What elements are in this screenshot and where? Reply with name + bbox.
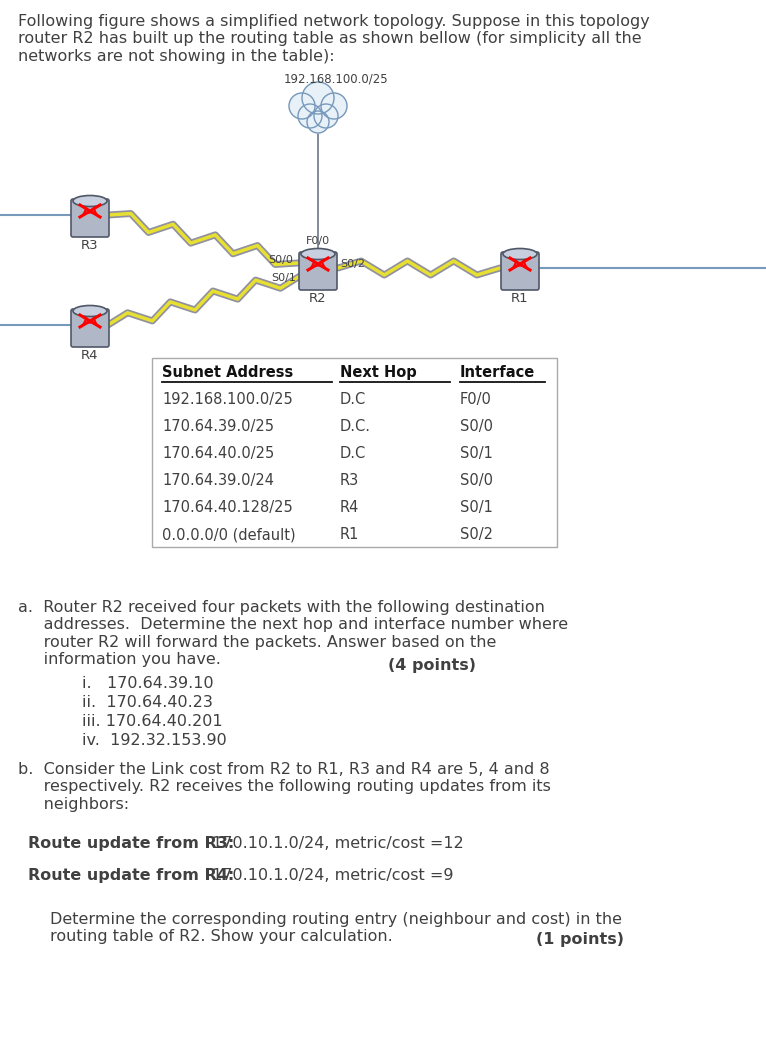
Text: S0/1: S0/1: [460, 500, 493, 516]
Text: Route update from R4:: Route update from R4:: [28, 868, 234, 883]
Text: S0/1: S0/1: [460, 447, 493, 461]
Text: 170.10.1.0/24, metric/cost =9: 170.10.1.0/24, metric/cost =9: [207, 868, 453, 883]
Text: S0/1: S0/1: [271, 273, 296, 283]
Text: R1: R1: [340, 527, 359, 542]
Text: S0/2: S0/2: [460, 527, 493, 542]
Text: F0/0: F0/0: [306, 236, 330, 246]
Text: 170.64.39.0/25: 170.64.39.0/25: [162, 419, 274, 434]
Text: S0/0: S0/0: [460, 419, 493, 434]
Circle shape: [298, 104, 322, 128]
Circle shape: [321, 93, 347, 119]
Text: ii.  170.64.40.23: ii. 170.64.40.23: [82, 695, 213, 710]
Text: R2: R2: [309, 292, 327, 305]
Ellipse shape: [503, 249, 537, 259]
Text: Subnet Address: Subnet Address: [162, 365, 293, 381]
Text: R1: R1: [511, 292, 529, 305]
Text: 170.64.40.128/25: 170.64.40.128/25: [162, 500, 293, 516]
Circle shape: [289, 93, 315, 119]
Text: 170.10.1.0/24, metric/cost =12: 170.10.1.0/24, metric/cost =12: [207, 836, 463, 851]
Circle shape: [307, 111, 329, 133]
Text: iv.  192.32.153.90: iv. 192.32.153.90: [82, 733, 227, 748]
Text: Route update from R3:: Route update from R3:: [28, 836, 234, 851]
FancyBboxPatch shape: [71, 309, 109, 347]
Circle shape: [314, 104, 338, 128]
Text: Interface: Interface: [460, 365, 535, 381]
FancyBboxPatch shape: [71, 199, 109, 237]
Text: b.  Consider the Link cost from R2 to R1, R3 and R4 are 5, 4 and 8
     respecti: b. Consider the Link cost from R2 to R1,…: [18, 761, 551, 812]
Text: a.  Router R2 received four packets with the following destination
     addresse: a. Router R2 received four packets with …: [18, 600, 568, 667]
Text: R3: R3: [340, 474, 359, 488]
Text: R4: R4: [81, 349, 99, 362]
Text: (1 points): (1 points): [536, 932, 624, 947]
Text: F0/0: F0/0: [460, 392, 492, 407]
FancyBboxPatch shape: [501, 252, 539, 290]
Text: iii. 170.64.40.201: iii. 170.64.40.201: [82, 714, 223, 729]
Text: R4: R4: [340, 500, 359, 516]
Text: 0.0.0.0/0 (default): 0.0.0.0/0 (default): [162, 527, 296, 542]
Text: Determine the corresponding routing entry (neighbour and cost) in the
routing ta: Determine the corresponding routing entr…: [50, 912, 622, 945]
Text: (4 points): (4 points): [388, 658, 476, 673]
Text: Following figure shows a simplified network topology. Suppose in this topology
r: Following figure shows a simplified netw…: [18, 14, 650, 64]
Text: S0/2: S0/2: [340, 259, 365, 269]
Ellipse shape: [73, 196, 107, 206]
Ellipse shape: [301, 249, 335, 259]
Text: S0/0: S0/0: [268, 255, 293, 265]
Text: D.C.: D.C.: [340, 419, 371, 434]
Text: R3: R3: [81, 238, 99, 252]
Text: S0/0: S0/0: [460, 474, 493, 488]
Ellipse shape: [73, 305, 107, 317]
Text: 170.64.39.0/24: 170.64.39.0/24: [162, 474, 274, 488]
Text: i.   170.64.39.10: i. 170.64.39.10: [82, 676, 214, 691]
Text: 192.168.100.0/25: 192.168.100.0/25: [162, 392, 293, 407]
FancyBboxPatch shape: [152, 358, 557, 547]
Text: D.C: D.C: [340, 392, 366, 407]
Text: Next Hop: Next Hop: [340, 365, 417, 381]
Text: D.C: D.C: [340, 447, 366, 461]
FancyBboxPatch shape: [299, 252, 337, 290]
Text: 192.168.100.0/25: 192.168.100.0/25: [283, 73, 388, 86]
Circle shape: [302, 82, 334, 114]
Text: 170.64.40.0/25: 170.64.40.0/25: [162, 447, 274, 461]
